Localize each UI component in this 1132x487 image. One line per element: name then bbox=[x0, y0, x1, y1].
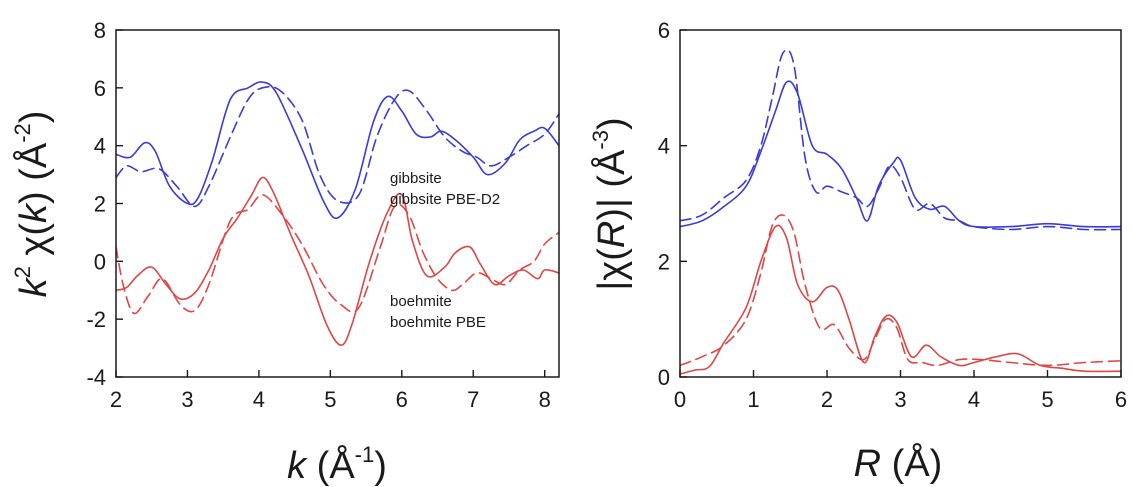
chi-k-ylabel: k2 χ(k) (Å-2) bbox=[10, 111, 55, 298]
legend-gibbsite-pbe-d2: gibbsite PBE-D2 bbox=[390, 191, 500, 208]
chi-r-series-boehmite bbox=[680, 224, 1121, 375]
chi-k-series-boehmite-pbe bbox=[116, 194, 559, 315]
chi-k-ytick-label: 0 bbox=[94, 249, 106, 274]
chi-k-ytick-label: 6 bbox=[94, 76, 106, 101]
chi-k-xtick-label: 2 bbox=[110, 387, 122, 412]
legend-boehmite-pbe: boehmite PBE bbox=[390, 314, 486, 331]
chi-k-xlabel: k (Å-1) bbox=[287, 442, 387, 487]
chi-r-xtick-label: 5 bbox=[1041, 387, 1053, 412]
chi-r-ylabel: |χ(R)| (Å-3) bbox=[588, 117, 633, 290]
chi-r-xtick-label: 3 bbox=[894, 387, 906, 412]
chi-k-xtick-label: 8 bbox=[539, 387, 551, 412]
chi-r-series-gibbsite-pbe-d2 bbox=[680, 48, 1121, 231]
chi-r-panel: 0 1 2 3 4 5 6 0 2 4 6 R (Å) |χ(R)| (Å-3) bbox=[588, 18, 1127, 485]
chi-k-ytick-label: -4 bbox=[86, 365, 106, 390]
chi-k-ytick-label: 4 bbox=[94, 134, 106, 159]
legend-boehmite: boehmite bbox=[390, 293, 452, 310]
chi-r-xtick-label: 0 bbox=[674, 387, 686, 412]
chi-r-xtick-label: 2 bbox=[821, 387, 833, 412]
chi-k-series-gibbsite bbox=[116, 81, 559, 220]
chi-r-ticks: 0 1 2 3 4 5 6 0 2 4 6 bbox=[658, 18, 1127, 412]
chi-r-plot-frame bbox=[679, 29, 1122, 378]
chi-r-series-boehmite-pbe bbox=[680, 214, 1121, 367]
chi-k-ytick-label: 2 bbox=[94, 192, 106, 217]
chi-k-xtick-label: 3 bbox=[181, 387, 193, 412]
chi-k-xtick-label: 6 bbox=[396, 387, 408, 412]
chi-k-xtick-label: 5 bbox=[324, 387, 336, 412]
chi-r-ytick-label: 4 bbox=[658, 134, 670, 159]
chi-r-xtick-label: 1 bbox=[747, 387, 759, 412]
chi-k-series-boehmite bbox=[116, 176, 559, 346]
chi-r-series-gibbsite bbox=[680, 80, 1121, 228]
chi-k-xtick-label: 4 bbox=[253, 387, 265, 412]
chi-k-panel: 2 3 4 5 6 7 8 -4 -2 0 2 4 6 8 gibbsite gibbsite PBE-D… bbox=[10, 18, 560, 487]
chi-r-ytick-label: 6 bbox=[658, 18, 670, 43]
chi-k-xtick-label: 7 bbox=[467, 387, 479, 412]
chi-r-xtick-label: 4 bbox=[968, 387, 980, 412]
chi-r-xtick-label: 6 bbox=[1115, 387, 1127, 412]
chi-r-ytick-label: 0 bbox=[658, 365, 670, 390]
chi-k-series-group bbox=[116, 81, 559, 346]
chi-k-ytick-label: 8 bbox=[94, 18, 106, 43]
chi-k-ticks: 2 3 4 5 6 7 8 -4 -2 0 2 4 6 8 bbox=[86, 18, 550, 412]
chi-k-series-gibbsite-pbe-d2 bbox=[116, 85, 559, 208]
chi-r-ytick-label: 2 bbox=[658, 249, 670, 274]
legend-gibbsite: gibbsite bbox=[390, 170, 442, 187]
chi-k-ytick-label: -2 bbox=[86, 307, 106, 332]
chi-r-series-group bbox=[680, 48, 1121, 375]
chi-r-xlabel: R (Å) bbox=[854, 441, 943, 485]
